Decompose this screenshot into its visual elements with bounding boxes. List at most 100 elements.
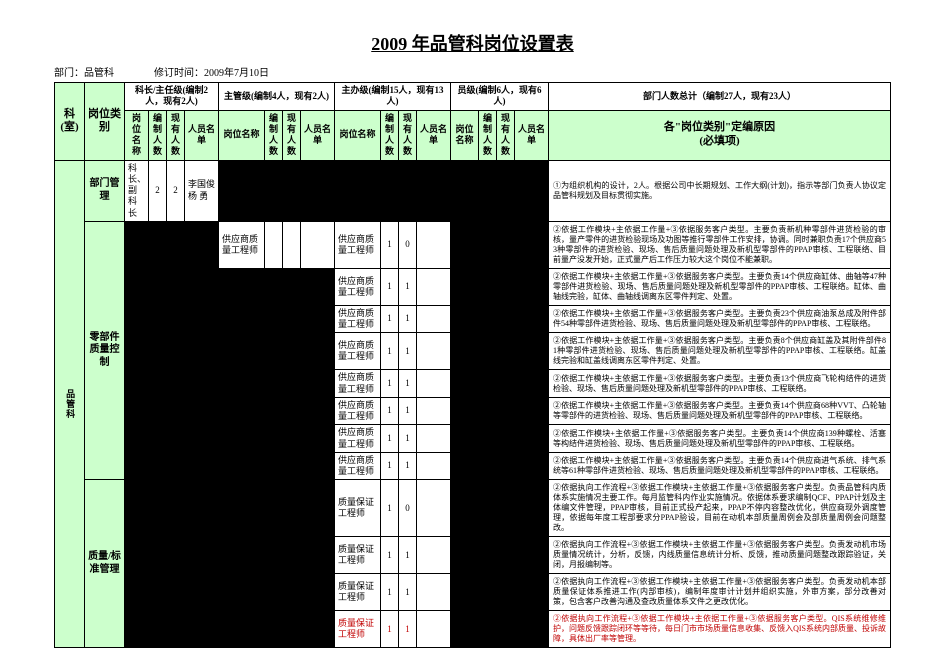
header-row-1: 科(室) 岗位类别 科长/主任级(编制2人，现有2人) 主管级(编制4人，现有2… (55, 83, 891, 111)
name-list (515, 221, 549, 268)
pos-name (219, 397, 265, 425)
plan-count (479, 574, 497, 611)
hdr-zg-plan: 编制人数 (265, 110, 283, 160)
current-count (283, 397, 301, 425)
name-list (185, 370, 219, 398)
name-list (301, 221, 335, 268)
current-count: 1 (399, 333, 417, 370)
plan-count (149, 425, 167, 453)
pos-name (451, 268, 479, 305)
pos-name: 供应商质量工程师 (335, 268, 381, 305)
pos-name: 质量保证工程师 (335, 611, 381, 648)
plan-count (479, 221, 497, 268)
pos-name: 供应商质量工程师 (335, 305, 381, 333)
plan-count (479, 537, 497, 574)
current-count (283, 268, 301, 305)
plan-count: 1 (381, 333, 399, 370)
table-row: 质量保证工程师11②依据执向工作流程+③依据工作模块+主依据工作量+③依据服务客… (55, 611, 891, 648)
pos-name: 供应商质量工程师 (219, 221, 265, 268)
header-row-2: 岗位名称 编制人数 现有人数 人员名单 岗位名称 编制人数 现有人数 人员名单 … (55, 110, 891, 160)
plan-count (149, 370, 167, 398)
hdr-yj-list: 人员名单 (515, 110, 549, 160)
pos-name: 供应商质量工程师 (335, 425, 381, 453)
hdr-kz: 科长/主任级(编制2人，现有2人) (125, 83, 219, 111)
pos-name (125, 221, 149, 268)
current-count (283, 452, 301, 480)
table-row: 品管科部门管理科长、副科长22李国俊 杨 勇①为组织机构的设计，2人。根据公司中… (55, 160, 891, 221)
category-cell: 零部件质量控制 (85, 221, 125, 480)
plan-count: 1 (381, 611, 399, 648)
hdr-kz-plan: 编制人数 (149, 110, 167, 160)
pos-name: 质量保证工程师 (335, 574, 381, 611)
hdr-reason: 各"岗位类别"定编原因 (必填项) (549, 110, 891, 160)
current-count (283, 305, 301, 333)
pos-name (125, 425, 149, 453)
current-count (497, 452, 515, 480)
hdr-kz-cur: 现有人数 (167, 110, 185, 160)
meta-row: 部门：品管科 修订时间：2009年7月10日 (54, 64, 891, 82)
current-count (167, 611, 185, 648)
pos-name (219, 452, 265, 480)
current-count: 1 (399, 370, 417, 398)
table-row: 质量保证工程师11②依据执向工作流程+③依据工作模块+主依据工作量+③依据服务客… (55, 574, 891, 611)
hdr-cat: 岗位类别 (85, 83, 125, 161)
current-count (167, 221, 185, 268)
pos-name (125, 480, 149, 537)
plan-count (479, 305, 497, 333)
plan-count (265, 537, 283, 574)
pos-name (219, 305, 265, 333)
current-count (167, 397, 185, 425)
current-count (283, 221, 301, 268)
name-list (185, 397, 219, 425)
plan-count: 1 (381, 305, 399, 333)
pos-name (451, 160, 479, 221)
current-count (283, 611, 301, 648)
current-count: 1 (399, 305, 417, 333)
current-count: 1 (399, 537, 417, 574)
current-count (497, 305, 515, 333)
plan-count (265, 574, 283, 611)
name-list: 李国俊 杨 勇 (185, 160, 219, 221)
pos-name (335, 160, 381, 221)
pos-name (219, 160, 265, 221)
pos-name (219, 370, 265, 398)
name-list (515, 574, 549, 611)
category-cell: 质量/标准管理 (85, 480, 125, 648)
plan-count (149, 221, 167, 268)
name-list (301, 480, 335, 537)
plan-count (149, 305, 167, 333)
current-count (497, 574, 515, 611)
hdr-total: 部门人数总计（编制27人，现有23人） (549, 83, 891, 111)
category-cell: 部门管理 (85, 160, 125, 221)
current-count (283, 537, 301, 574)
hdr-yj-plan: 编制人数 (479, 110, 497, 160)
pos-name (219, 425, 265, 453)
plan-count (479, 333, 497, 370)
pos-name: 科长、副科长 (125, 160, 149, 221)
hdr-zb-cur: 现有人数 (399, 110, 417, 160)
name-list (301, 425, 335, 453)
plan-count (265, 397, 283, 425)
pos-name (125, 397, 149, 425)
pos-name (451, 574, 479, 611)
reason-cell: ②依据工作模块+主依据工作量+③依据服务客户类型。主要负责新机种零部件进货检验的… (549, 221, 891, 268)
pos-name (451, 537, 479, 574)
current-count (167, 574, 185, 611)
current-count (497, 160, 515, 221)
hdr-yj-name: 岗位名称 (451, 110, 479, 160)
table-row: 供应商质量工程师11②依据工作模块+主依据工作量+③依据服务客户类型。主要负责1… (55, 370, 891, 398)
hdr-zb-plan: 编制人数 (381, 110, 399, 160)
name-list (185, 221, 219, 268)
plan-count (265, 221, 283, 268)
reason-cell: ②依据执向工作流程+③依据工作模块+主依据工作量+③依据服务客户类型。负责品管科… (549, 480, 891, 537)
pos-name: 质量保证工程师 (335, 537, 381, 574)
current-count (497, 537, 515, 574)
name-list (417, 452, 451, 480)
current-count: 1 (399, 611, 417, 648)
plan-count: 1 (381, 221, 399, 268)
hdr-zg-cur: 现有人数 (283, 110, 301, 160)
pos-name (219, 480, 265, 537)
plan-count (149, 333, 167, 370)
pos-name (451, 480, 479, 537)
plan-count: 2 (149, 160, 167, 221)
